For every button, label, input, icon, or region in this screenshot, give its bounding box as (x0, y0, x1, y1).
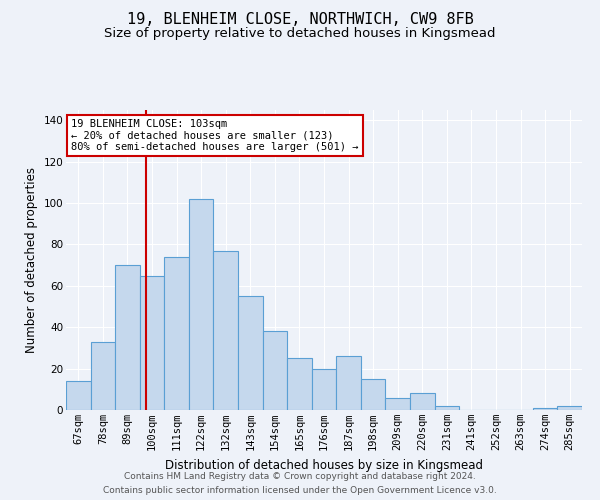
Text: Contains HM Land Registry data © Crown copyright and database right 2024.: Contains HM Land Registry data © Crown c… (124, 472, 476, 481)
Bar (287, 358, 312, 410)
Bar (533, 408, 557, 410)
Bar (410, 394, 434, 410)
Bar (66, 381, 91, 410)
Y-axis label: Number of detached properties: Number of detached properties (25, 167, 38, 353)
Bar (91, 342, 115, 410)
Bar (385, 398, 410, 410)
Bar (115, 265, 140, 410)
Bar (238, 296, 263, 410)
Text: Size of property relative to detached houses in Kingsmead: Size of property relative to detached ho… (104, 28, 496, 40)
Bar (557, 406, 582, 410)
X-axis label: Distribution of detached houses by size in Kingsmead: Distribution of detached houses by size … (165, 458, 483, 471)
Bar (189, 199, 214, 410)
Bar (312, 368, 336, 410)
Bar (140, 276, 164, 410)
Text: 19 BLENHEIM CLOSE: 103sqm
← 20% of detached houses are smaller (123)
80% of semi: 19 BLENHEIM CLOSE: 103sqm ← 20% of detac… (71, 119, 359, 152)
Bar (434, 406, 459, 410)
Bar (361, 379, 385, 410)
Bar (164, 257, 189, 410)
Text: 19, BLENHEIM CLOSE, NORTHWICH, CW9 8FB: 19, BLENHEIM CLOSE, NORTHWICH, CW9 8FB (127, 12, 473, 28)
Text: Contains public sector information licensed under the Open Government Licence v3: Contains public sector information licen… (103, 486, 497, 495)
Bar (214, 250, 238, 410)
Bar (336, 356, 361, 410)
Bar (263, 332, 287, 410)
